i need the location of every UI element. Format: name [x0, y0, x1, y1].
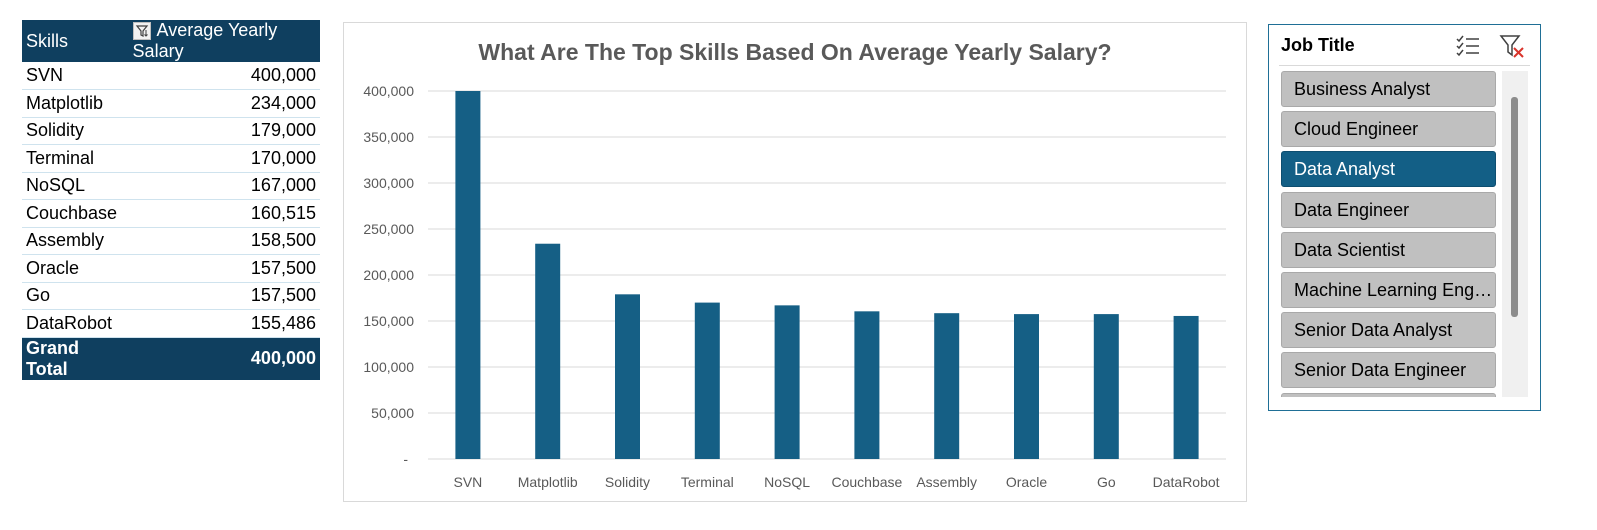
- slicer-item[interactable]: Data Scientist: [1281, 231, 1496, 268]
- bar-solidity[interactable]: [615, 294, 640, 459]
- salary-bar-chart[interactable]: What Are The Top Skills Based On Average…: [343, 22, 1247, 502]
- bar-terminal[interactable]: [694, 302, 720, 459]
- slicer-item[interactable]: Machine Learning Engineer: [1281, 271, 1496, 308]
- x-tick-label: NoSQL: [764, 474, 810, 490]
- slicer-title: Job Title: [1281, 35, 1355, 55]
- x-tick-label: Oracle: [1006, 474, 1047, 490]
- y-tick-label: 200,000: [363, 267, 414, 283]
- clear-filter-icon[interactable]: [1499, 33, 1525, 59]
- pivot-header-salary-label: Average Yearly Salary: [132, 20, 278, 61]
- x-tick-label: SVN: [454, 474, 483, 490]
- x-tick-label: Matplotlib: [518, 474, 578, 490]
- pivot-value-cell[interactable]: 160,515: [128, 199, 320, 228]
- y-tick-label: 350,000: [363, 129, 414, 145]
- pivot-row[interactable]: Couchbase 160,515: [22, 199, 320, 228]
- pivot-total-label: Grand Total: [22, 337, 129, 380]
- pivot-value-cell[interactable]: 157,500: [128, 282, 320, 310]
- x-tick-label: Assembly: [916, 474, 977, 490]
- pivot-row[interactable]: NoSQL 167,000: [22, 172, 320, 200]
- y-tick-label: 400,000: [363, 83, 414, 99]
- bar-nosql[interactable]: [774, 305, 800, 459]
- slicer-item[interactable]: Senior Data Engineer: [1281, 352, 1496, 389]
- slicer-header-divider: [1279, 65, 1530, 66]
- slicer-item[interactable]: Business Analyst: [1281, 71, 1496, 107]
- bar-go[interactable]: [1093, 314, 1119, 459]
- pivot-skill-cell[interactable]: DataRobot: [22, 309, 129, 338]
- pivot-total-row: Grand Total 400,000: [22, 337, 320, 380]
- pivot-value-cell[interactable]: 170,000: [128, 144, 320, 173]
- slicer-item[interactable]: Data Engineer: [1281, 191, 1496, 228]
- pivot-skill-cell[interactable]: Solidity: [22, 117, 129, 145]
- y-tick-label: 250,000: [363, 221, 414, 237]
- pivot-value-cell[interactable]: 179,000: [128, 117, 320, 145]
- pivot-skill-cell[interactable]: Oracle: [22, 254, 129, 283]
- pivot-row[interactable]: Terminal 170,000: [22, 144, 320, 173]
- bar-matplotlib[interactable]: [535, 243, 561, 459]
- slicer-item[interactable]: Cloud Engineer: [1281, 111, 1496, 148]
- x-tick-label: Couchbase: [831, 474, 902, 490]
- pivot-row[interactable]: Solidity 179,000: [22, 117, 320, 145]
- pivot-skill-cell[interactable]: Matplotlib: [22, 89, 129, 118]
- pivot-value-cell[interactable]: 157,500: [128, 254, 320, 283]
- bar-oracle[interactable]: [1014, 314, 1039, 459]
- pivot-row[interactable]: Go 157,500: [22, 282, 320, 310]
- bar-datarobot[interactable]: [1173, 315, 1199, 459]
- pivot-skill-cell[interactable]: Terminal: [22, 144, 129, 173]
- pivot-value-cell[interactable]: 167,000: [128, 172, 320, 200]
- pivot-value-cell[interactable]: 158,500: [128, 227, 320, 255]
- chart-title: What Are The Top Skills Based On Average…: [478, 39, 1112, 65]
- slicer-scrollbar[interactable]: [1502, 71, 1528, 397]
- bar-couchbase[interactable]: [854, 311, 880, 459]
- pivot-header-salary[interactable]: Average Yearly Salary: [128, 20, 320, 62]
- y-tick-label: 100,000: [363, 359, 414, 375]
- pivot-skill-cell[interactable]: SVN: [22, 62, 129, 90]
- y-tick-label: -: [403, 451, 408, 467]
- pivot-value-cell[interactable]: 400,000: [128, 62, 320, 90]
- pivot-row[interactable]: Oracle 157,500: [22, 254, 320, 283]
- multi-select-icon[interactable]: [1455, 33, 1481, 59]
- pivot-skill-cell[interactable]: Assembly: [22, 227, 129, 255]
- pivot-skill-cell[interactable]: NoSQL: [22, 172, 129, 200]
- x-tick-label: Solidity: [605, 474, 650, 490]
- pivot-value-cell[interactable]: 234,000: [128, 89, 320, 118]
- pivot-row[interactable]: Matplotlib 234,000: [22, 89, 320, 118]
- pivot-row[interactable]: DataRobot 155,486: [22, 309, 320, 338]
- slicer-item[interactable]: Senior Data Scientist: [1281, 392, 1496, 397]
- pivot-skill-cell[interactable]: Go: [22, 282, 129, 310]
- slicer-item-list: Business Analyst Cloud Engineer Data Analy…: [1281, 71, 1496, 397]
- bar-svn[interactable]: [455, 91, 481, 459]
- chart-plot-area: - 50,000 100,000 150,000 200,000 250,000 300,0…: [363, 83, 1226, 490]
- y-tick-label: 300,000: [363, 175, 414, 191]
- job-title-slicer[interactable]: Job Title Business Analyst Cloud Engineer…: [1268, 24, 1541, 411]
- x-tick-label: DataRobot: [1153, 474, 1220, 490]
- pivot-table: Skills Average Yearly Salary SVN 400,000 M…: [22, 20, 320, 380]
- pivot-total-value: 400,000: [128, 337, 320, 380]
- slicer-scroll-thumb[interactable]: [1511, 97, 1518, 317]
- slicer-item[interactable]: Senior Data Analyst: [1281, 312, 1496, 349]
- pivot-row[interactable]: Assembly 158,500: [22, 227, 320, 255]
- pivot-value-cell[interactable]: 155,486: [128, 309, 320, 338]
- pivot-skill-cell[interactable]: Couchbase: [22, 199, 129, 228]
- pivot-header-skills[interactable]: Skills: [22, 20, 129, 62]
- pivot-header-row: Skills Average Yearly Salary: [22, 20, 320, 62]
- bar-assembly[interactable]: [934, 313, 960, 459]
- y-tick-label: 150,000: [363, 313, 414, 329]
- x-tick-label: Terminal: [681, 474, 734, 490]
- y-tick-label: 50,000: [371, 405, 414, 421]
- sort-filter-icon[interactable]: [132, 22, 151, 41]
- pivot-row[interactable]: SVN 400,000: [22, 62, 320, 90]
- slicer-item[interactable]: Data Analyst: [1281, 151, 1496, 188]
- x-tick-label: Go: [1097, 474, 1116, 490]
